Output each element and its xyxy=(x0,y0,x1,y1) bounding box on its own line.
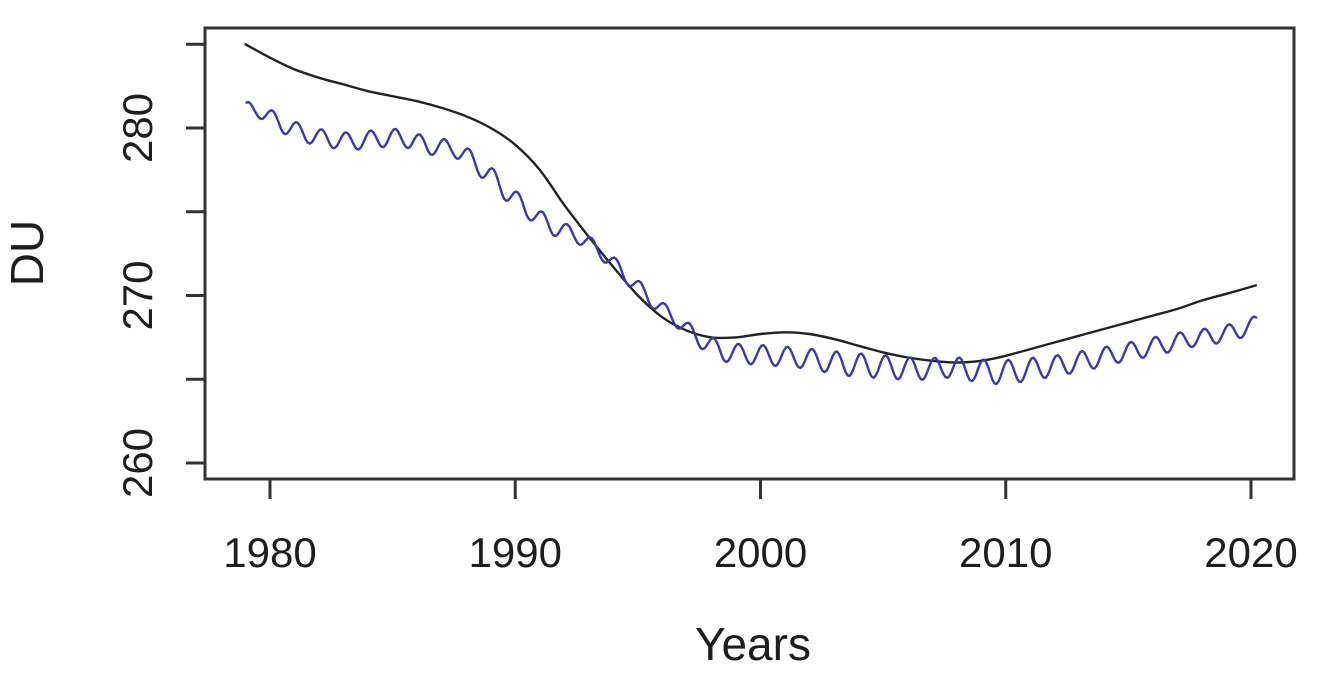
y-tick-label-270: 270 xyxy=(114,260,161,330)
y-tick-label-260: 260 xyxy=(114,428,161,498)
x-tick-label-2020: 2020 xyxy=(1204,529,1297,576)
x-tick-label-1990: 1990 xyxy=(469,529,562,576)
y-axis-title: DU xyxy=(1,220,53,286)
plot-border xyxy=(203,26,1296,481)
axis-tick-labels: 1980 1990 2000 2010 2020 260 270 280 xyxy=(114,93,1298,576)
x-axis-title: Years xyxy=(695,618,811,670)
x-tick-label-2000: 2000 xyxy=(714,529,807,576)
x-tick-label-1980: 1980 xyxy=(223,529,316,576)
axis-ticks xyxy=(186,42,1253,499)
x-tick-label-2010: 2010 xyxy=(959,529,1052,576)
observed-series-line xyxy=(245,100,1258,386)
y-tick-label-280: 280 xyxy=(114,93,161,163)
trend-series-line xyxy=(244,43,1258,364)
